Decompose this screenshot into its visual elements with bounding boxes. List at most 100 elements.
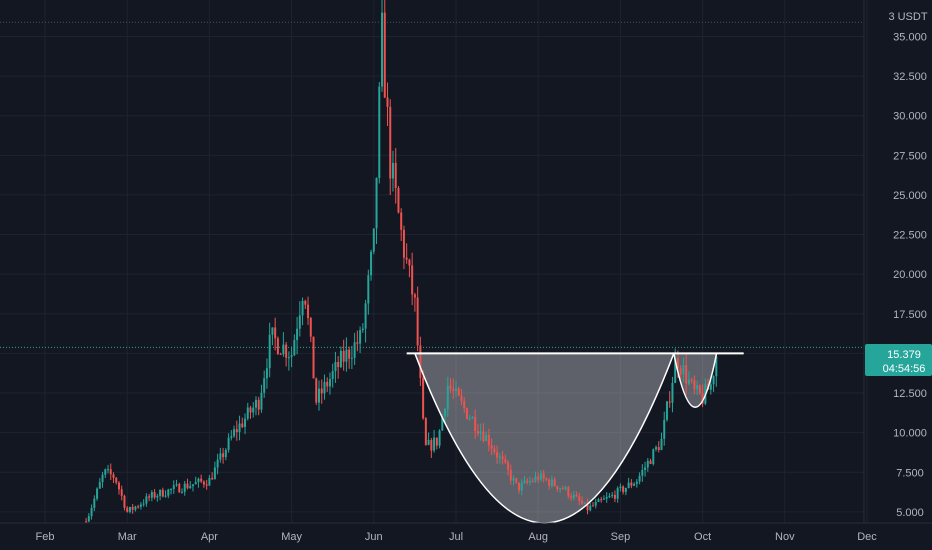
candle-body [501, 456, 504, 460]
candle-body [164, 495, 167, 497]
candle-body [509, 469, 512, 481]
candle-body [120, 489, 123, 496]
candle-body [397, 187, 400, 213]
candle-body [148, 496, 151, 498]
candle-body [638, 475, 641, 482]
candle-body [548, 479, 551, 486]
candle-body [252, 407, 255, 413]
candle-body [139, 504, 142, 507]
candle-body [446, 385, 449, 409]
candle-body [676, 358, 679, 369]
candle-body [268, 334, 271, 369]
candle-body [279, 353, 282, 355]
candle-body [353, 342, 356, 358]
countdown-timer: 04:54:56 [883, 363, 926, 375]
candle-body [559, 488, 562, 490]
candle-body [520, 482, 523, 491]
candle-body [117, 482, 120, 490]
candle-body [345, 349, 348, 362]
candle-body [449, 385, 452, 389]
candle-body [616, 488, 619, 499]
candle-body [370, 251, 373, 276]
candle-body [194, 482, 197, 485]
candle-body [605, 497, 608, 499]
candle-body [611, 494, 614, 496]
x-tick-label: Jul [449, 531, 463, 543]
candle-body [649, 460, 652, 464]
candle-body [213, 467, 216, 480]
candle-body [260, 392, 263, 410]
y-tick-label: 25.000 [893, 190, 927, 202]
candle-body [123, 495, 126, 508]
candle-body [181, 491, 183, 493]
candle-body [663, 419, 666, 439]
x-tick-label: Aug [528, 531, 548, 543]
candle-body [159, 489, 162, 496]
candle-body [657, 447, 660, 451]
candle-body [170, 488, 173, 490]
candle-body [701, 393, 704, 404]
candle-body [400, 212, 403, 230]
candle-body [128, 506, 131, 512]
candle-body [328, 379, 331, 387]
candle-body [687, 379, 690, 384]
candle-body [655, 447, 658, 450]
candle-body [389, 106, 392, 179]
candle-body [528, 481, 531, 483]
candle-body [134, 506, 137, 510]
candle-body [496, 452, 499, 458]
y-tick-label: 5.000 [896, 507, 924, 519]
candle-body [531, 481, 534, 483]
candle-body [622, 486, 625, 492]
y-tick-label: 20.000 [893, 269, 927, 281]
candle-body [238, 423, 241, 433]
price-axis[interactable]: 3 USDT 35.000 32.500 30.000 27.500 25.000 22.… [888, 11, 927, 519]
candle-body [709, 384, 712, 390]
candle-body [471, 417, 474, 419]
candle-body [391, 162, 394, 179]
candle-body [323, 381, 326, 394]
candle-body [586, 502, 589, 511]
candle-body [416, 297, 419, 346]
candle-body [419, 345, 422, 378]
candle-body [244, 418, 247, 427]
candle-body [556, 485, 559, 490]
candle-body [411, 265, 414, 295]
candle-body [361, 328, 364, 331]
candle-body [191, 484, 194, 487]
candle-body [101, 474, 104, 483]
candle-body [539, 473, 542, 480]
candle-body [592, 505, 594, 507]
candle-body [246, 407, 249, 419]
candle-body [408, 259, 411, 266]
candle-body [413, 294, 416, 298]
candle-body [435, 437, 438, 446]
candle-body [98, 482, 101, 489]
x-tick-label: Apr [201, 531, 218, 543]
candle-body [249, 407, 252, 413]
candle-body [293, 340, 296, 356]
candle-body [602, 498, 605, 500]
candle-body [254, 399, 257, 408]
candle-body [624, 487, 627, 492]
x-tick-label: Mar [118, 531, 137, 543]
candle-body [668, 401, 671, 403]
candle-body [575, 495, 578, 497]
time-axis[interactable]: Feb Mar Apr May Jun Jul Aug Sep Oct Nov Dec [36, 531, 878, 543]
candle-body [378, 86, 381, 178]
candle-body [474, 417, 477, 432]
candle-body [375, 177, 378, 229]
x-tick-label: Sep [611, 531, 631, 543]
candle-body [383, 12, 386, 98]
last-price-tag-bg [865, 344, 932, 376]
candle-body [523, 480, 526, 483]
candle-body [594, 501, 597, 506]
candle-body [235, 429, 238, 433]
candle-body [227, 437, 230, 450]
y-tick-label: 32.500 [893, 71, 927, 83]
candle-body [186, 483, 189, 489]
y-tick-label: 22.500 [893, 230, 927, 242]
candle-body [589, 505, 592, 511]
candle-body [665, 401, 668, 420]
